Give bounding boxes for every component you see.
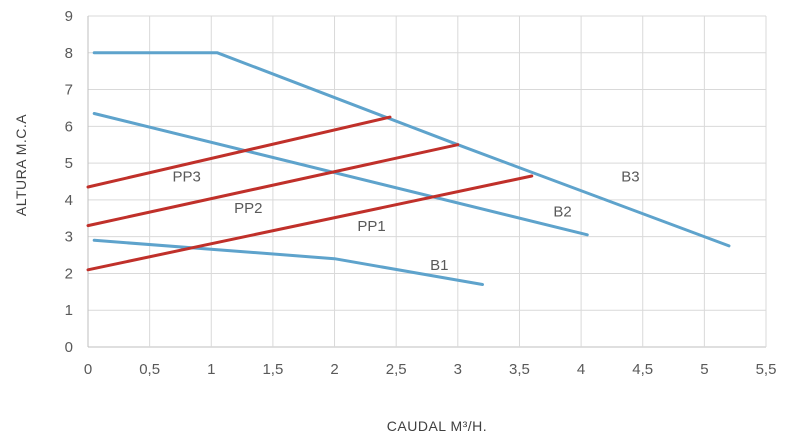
x-tick-label: 2,5 xyxy=(386,361,407,378)
series-label-pp1: PP1 xyxy=(357,218,385,235)
series-label-pp2: PP2 xyxy=(234,200,262,217)
x-tick-label: 5,5 xyxy=(756,361,777,378)
x-tick-label: 2 xyxy=(330,361,338,378)
y-tick-label: 6 xyxy=(65,118,73,135)
x-tick-label: 1,5 xyxy=(262,361,283,378)
series-line-pp1 xyxy=(86,174,534,272)
y-tick-label: 3 xyxy=(65,229,73,246)
grid xyxy=(87,15,767,348)
y-tick-label: 2 xyxy=(65,265,73,282)
x-tick-label: 1 xyxy=(207,361,215,378)
x-tick-label: 3,5 xyxy=(509,361,530,378)
series-label-b1: B1 xyxy=(430,257,448,274)
series-label-pp3: PP3 xyxy=(172,169,200,186)
y-tick-label: 8 xyxy=(65,45,73,62)
y-axis-ticks: 0 1 2 3 4 5 6 7 8 9 xyxy=(65,8,73,356)
x-tick-label: 0,5 xyxy=(139,361,160,378)
x-tick-label: 0 xyxy=(84,361,92,378)
series-line-pp3 xyxy=(86,115,392,189)
series-line-b2 xyxy=(92,112,589,237)
series-label-b3: B3 xyxy=(621,169,639,186)
y-tick-label: 4 xyxy=(65,192,73,209)
x-tick-label: 5 xyxy=(700,361,708,378)
series-lines xyxy=(86,51,731,286)
series-line-b3 xyxy=(92,51,731,248)
y-tick-label: 1 xyxy=(65,302,73,319)
series-label-b2: B2 xyxy=(553,203,571,220)
series-line-pp2 xyxy=(86,143,460,228)
y-tick-label: 9 xyxy=(65,8,73,25)
y-tick-label: 5 xyxy=(65,155,73,172)
series-labels: B3 B2 B1 PP3 PP2 PP1 xyxy=(172,169,639,274)
y-tick-label: 0 xyxy=(65,339,73,356)
x-axis-ticks: 0 0,5 1 1,5 2 2,5 3 3,5 4 4,5 5 5,5 xyxy=(84,361,777,378)
x-tick-label: 4 xyxy=(577,361,585,378)
y-axis-title: ALTURA M.C.A xyxy=(13,114,29,216)
x-tick-label: 3 xyxy=(454,361,462,378)
x-axis-title: CAUDAL M³/H. xyxy=(387,418,487,434)
x-tick-label: 4,5 xyxy=(632,361,653,378)
series-line-b1 xyxy=(92,238,484,286)
y-tick-label: 7 xyxy=(65,82,73,99)
